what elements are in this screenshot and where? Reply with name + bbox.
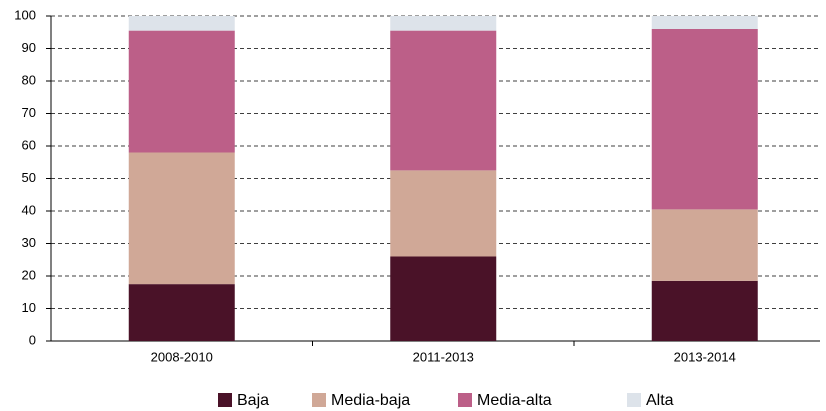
legend-swatch: [458, 393, 472, 407]
bar-segment: [128, 152, 235, 285]
y-tick-label: 10: [22, 300, 36, 315]
legend-swatch: [312, 393, 326, 407]
y-tick-label: 0: [29, 332, 36, 347]
bar-segment: [128, 30, 235, 153]
bar-segment: [651, 209, 758, 281]
legend-label: Alta: [646, 392, 674, 409]
y-tick-label: 40: [22, 202, 36, 217]
y-tick-label: 60: [22, 137, 36, 152]
bar-segment: [390, 256, 497, 341]
y-tick-label: 90: [22, 40, 36, 55]
bar-segment: [390, 16, 497, 31]
legend-swatch: [627, 393, 641, 407]
y-tick-label: 70: [22, 105, 36, 120]
bar-segment: [390, 170, 497, 257]
y-tick-label: 100: [14, 7, 36, 22]
bar-segment: [128, 16, 235, 31]
x-tick-label: 2008-2010: [151, 349, 213, 364]
bar-segment: [390, 30, 497, 171]
legend-swatch: [218, 393, 232, 407]
legend-label: Media-alta: [477, 392, 552, 409]
y-tick-label: 30: [22, 235, 36, 250]
legend-label: Baja: [237, 392, 269, 409]
bar-segment: [651, 280, 758, 341]
bar-segment: [128, 284, 235, 341]
bar-segment: [651, 16, 758, 29]
y-tick-label: 20: [22, 267, 36, 282]
y-tick-label: 50: [22, 170, 36, 185]
y-tick-label: 80: [22, 72, 36, 87]
bar-segment: [651, 29, 758, 210]
legend-label: Media-baja: [331, 392, 410, 409]
x-tick-label: 2011-2013: [413, 349, 474, 364]
x-tick-label: 2013-2014: [674, 349, 736, 364]
